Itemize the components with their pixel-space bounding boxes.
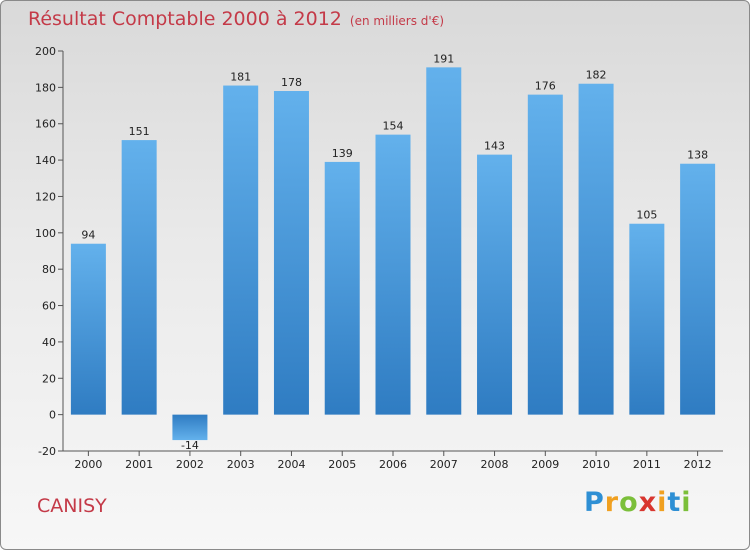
bar-label-2003: 181 (230, 71, 251, 84)
x-tick-label-2009: 2009 (531, 458, 559, 471)
bar-2004 (273, 91, 309, 415)
x-tick-label-2012: 2012 (684, 458, 712, 471)
proxiti-logo: Proxiti (584, 487, 692, 518)
y-tick-label: 140 (35, 154, 56, 167)
x-tick-label-2003: 2003 (227, 458, 255, 471)
bar-label-2011: 105 (636, 209, 657, 222)
y-tick-label: 180 (35, 81, 56, 94)
logo-letter: i (657, 487, 668, 518)
bar-label-2002: -14 (181, 439, 199, 452)
x-tick-label-2006: 2006 (379, 458, 407, 471)
bar-2006 (375, 134, 411, 415)
bar-label-2012: 138 (687, 149, 708, 162)
x-tick-label-2004: 2004 (277, 458, 305, 471)
bar-label-2010: 182 (586, 69, 607, 82)
chart-title-text: Résultat Comptable 2000 à 2012 (28, 8, 342, 30)
x-tick-label-2000: 2000 (74, 458, 102, 471)
y-tick-label: 80 (42, 263, 56, 276)
y-tick-label: 120 (35, 190, 56, 203)
y-tick-label: 200 (35, 45, 56, 58)
x-axis: 2000 2001 2002 2003 2004 2005 2006 2007 2008 2009… (63, 450, 723, 471)
y-tick-label: 40 (42, 336, 56, 349)
x-tick-label-2011: 2011 (633, 458, 661, 471)
bar-2007 (426, 67, 462, 415)
y-tick-label: 20 (42, 372, 56, 385)
y-tick-label: -20 (38, 445, 56, 458)
bar-2012 (680, 163, 716, 415)
bar-label-2004: 178 (281, 76, 302, 89)
logo-letter: t (667, 487, 682, 518)
chart-subtitle: (en milliers d'€) (349, 14, 445, 28)
place-name: CANISY (37, 495, 107, 517)
y-axis: -20 0 20 40 60 80 100 120 140 160 180 200 (35, 45, 64, 458)
y-tick-label: 160 (35, 118, 56, 131)
x-tick-label-2010: 2010 (582, 458, 610, 471)
bars: 94 151 -14 181 178 139 154 191 143 176 182 105 138 (70, 52, 716, 452)
bar-label-2008: 143 (484, 140, 505, 153)
chart-title: Résultat Comptable 2000 à 2012 (en millie… (28, 8, 444, 30)
x-tick-label-2008: 2008 (481, 458, 509, 471)
y-tick-label: 0 (49, 409, 56, 422)
bar-2005 (324, 161, 360, 415)
y-tick-label: 100 (35, 227, 56, 240)
x-tick-label-2007: 2007 (430, 458, 458, 471)
bar-2011 (629, 223, 665, 415)
logo-letter: r (604, 487, 620, 518)
logo-letter: x (638, 487, 658, 518)
bar-2001 (121, 140, 157, 415)
bar-2000 (70, 243, 106, 415)
x-tick-label-2001: 2001 (125, 458, 153, 471)
bar-2002 (172, 414, 208, 441)
bar-label-2001: 151 (129, 125, 150, 138)
bar-label-2005: 139 (332, 147, 353, 160)
logo-letter: o (619, 487, 639, 518)
x-tick-label-2002: 2002 (176, 458, 204, 471)
y-tick-label: 60 (42, 300, 56, 313)
logo-letter: P (584, 487, 605, 518)
bar-label-2006: 154 (383, 120, 404, 133)
bar-2009 (527, 94, 563, 415)
bar-2010 (578, 83, 614, 415)
bar-label-2009: 176 (535, 80, 556, 93)
bar-2008 (477, 154, 513, 415)
bar-label-2007: 191 (433, 52, 454, 65)
bar-2003 (223, 85, 259, 415)
logo-letter: i (681, 487, 692, 518)
bar-label-2000: 94 (81, 229, 95, 242)
x-tick-label-2005: 2005 (328, 458, 356, 471)
